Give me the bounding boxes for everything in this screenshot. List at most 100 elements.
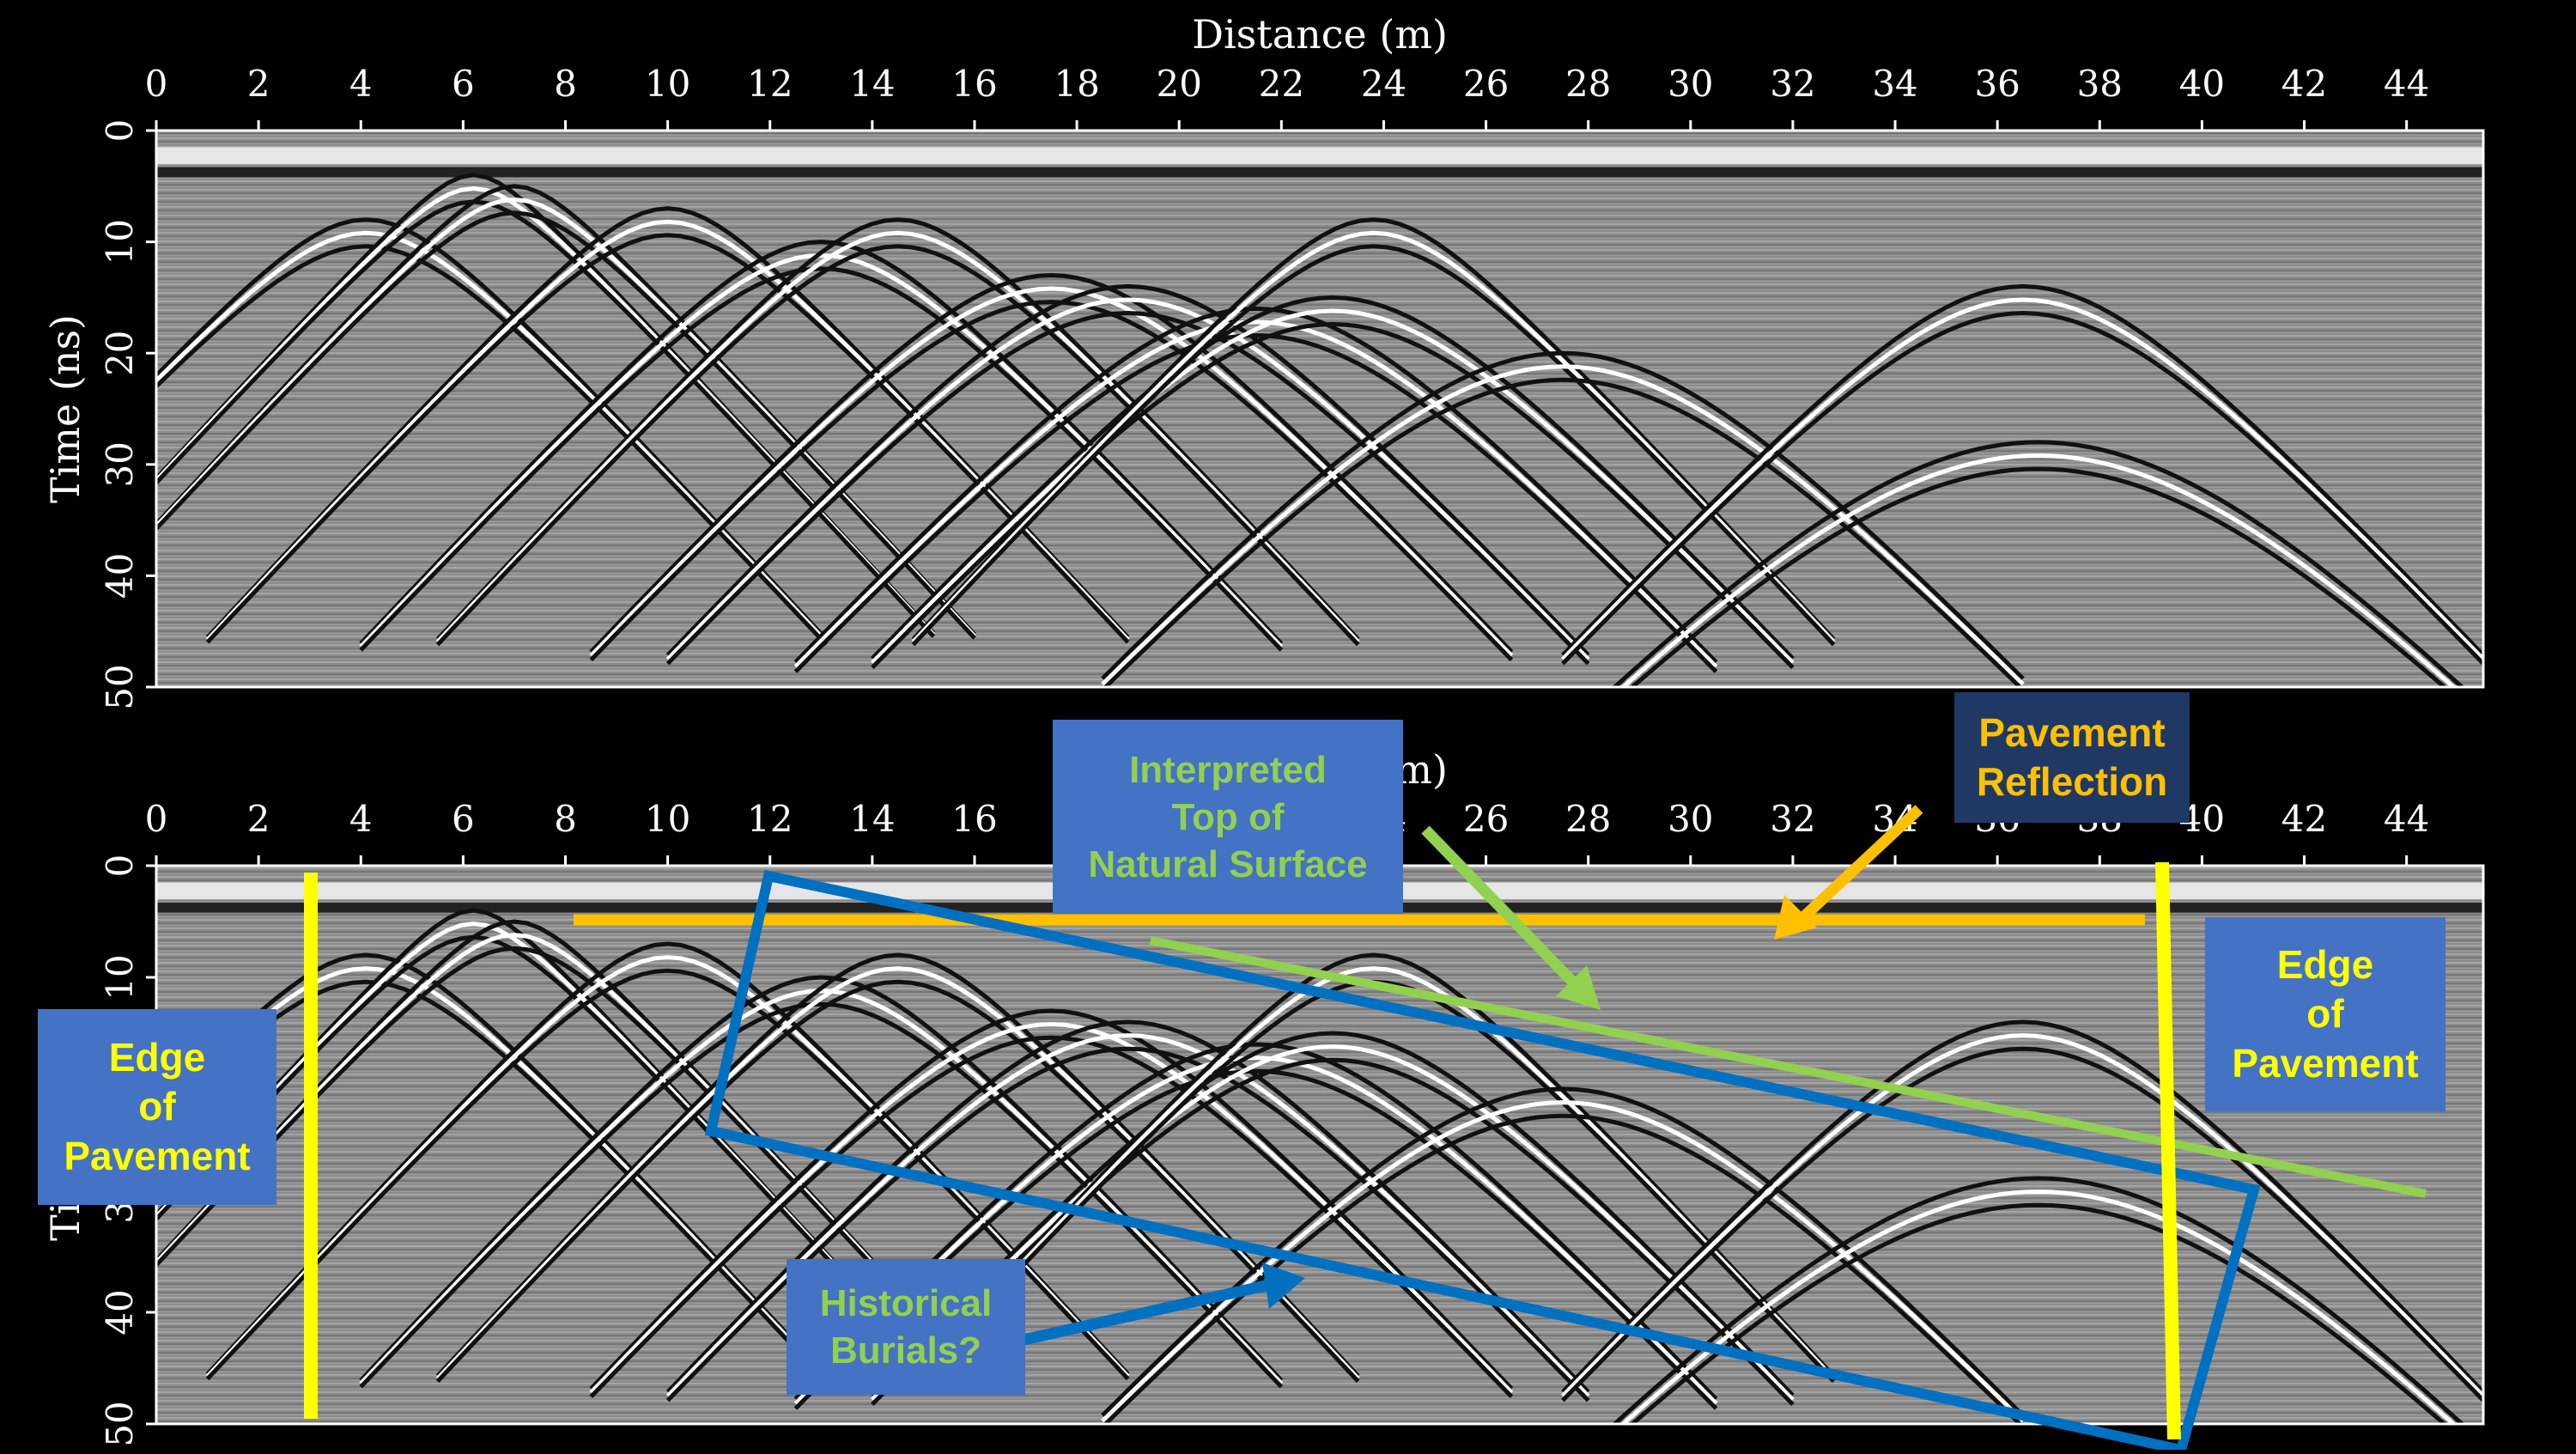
reflection-hyperbola <box>205 941 1130 1376</box>
reflection-hyperbola <box>205 206 1130 639</box>
x-tick-label: 22 <box>1259 63 1304 105</box>
reflection-hyperbola <box>156 952 829 1378</box>
reflection-hyperbola <box>871 1031 1795 1397</box>
x-tick-label: 4 <box>349 63 373 105</box>
x-tick-label: 2 <box>247 798 270 840</box>
edge-left-line2: of <box>138 1084 176 1129</box>
reflection-hyperbola <box>589 1022 1514 1395</box>
edge-of-pavement-line-right <box>2155 861 2181 1440</box>
reflection-hyperbola <box>435 230 1360 644</box>
x-tick-label: 36 <box>1974 63 2020 105</box>
reflection-hyperbola <box>1101 1100 2025 1423</box>
reflection-hyperbola <box>1629 466 2448 687</box>
x-tick-label: 26 <box>1463 63 1509 105</box>
x-tick-label: 26 <box>1463 798 1509 840</box>
reflection-hyperbola <box>665 1046 1590 1402</box>
x-tick-label: 32 <box>1770 63 1815 105</box>
natural-surface-line <box>1150 936 2427 1198</box>
reflection-hyperbola <box>589 1008 1514 1390</box>
reflection-hyperbola <box>359 266 1284 652</box>
reflection-hyperbola <box>156 979 829 1384</box>
reflection-hyperbola <box>205 955 1130 1378</box>
xlabel-raw: Distance (m) <box>1192 11 1448 58</box>
surface-band-dark <box>156 167 2483 178</box>
axes-raw: 0 2 4 6 8 10 12 14 16 18 20 22 24 26 28 30 32 34 36 38 40 42 4… <box>99 63 2485 710</box>
reflection-hyperbola <box>435 952 1360 1378</box>
x-tick-label: 34 <box>1872 63 1917 105</box>
pavement-reflection-line2: Reflection <box>1976 759 2168 804</box>
historical-burials-arrow <box>1022 1262 1305 1346</box>
reflection-hyperbola <box>911 244 1836 647</box>
reflection-hyperbola <box>205 968 1130 1381</box>
reflection-hyperbola <box>1561 1046 2483 1402</box>
reflection-hyperbola <box>435 217 1360 642</box>
x-tick-label: 28 <box>1565 798 1611 840</box>
edge-right-line1: Edge <box>2276 941 2374 987</box>
reflection-hyperbola <box>1611 1176 2466 1424</box>
y-tick-label: 40 <box>99 1289 141 1335</box>
reflection-hyperbola <box>435 966 1360 1380</box>
natural-surface-arrow <box>1421 825 1601 1010</box>
reflection-hyperbola <box>793 1068 1718 1410</box>
reflection-hyperbola <box>793 306 1718 664</box>
burials-line2: Burials? <box>829 1329 982 1372</box>
reflection-hyperbola <box>1611 440 2466 687</box>
y-tick-label: 10 <box>99 219 141 265</box>
reflection-hyperbola <box>911 217 1836 642</box>
x-tick-label: 32 <box>1770 798 1815 840</box>
plot-frame <box>155 129 2485 689</box>
y-tick-label: 50 <box>99 664 141 709</box>
reflection-hyperbola <box>1561 1033 2483 1398</box>
ylabel-raw: Time (ns) <box>42 314 88 503</box>
x-tick-label: 16 <box>951 798 997 840</box>
reflection-hyperbola <box>1102 377 2023 687</box>
x-tick-label: 6 <box>452 63 475 105</box>
pavement-reflection-arrow <box>1774 805 1923 940</box>
reflection-hyperbola <box>793 319 1718 669</box>
natural-surface-line3: Natural Surface <box>1088 843 1368 885</box>
edge-left-line3: Pavement <box>64 1133 251 1178</box>
edge-left-line1: Edge <box>108 1034 206 1080</box>
surface-band <box>156 147 2483 164</box>
x-tick-label: 24 <box>1361 63 1406 105</box>
x-tick-label: 4 <box>349 798 373 840</box>
reflection-hyperbola <box>793 1042 1718 1401</box>
reflection-hyperbola <box>1561 1019 2483 1394</box>
x-tick-label: 0 <box>145 63 168 105</box>
x-tick-label: 30 <box>1668 798 1713 840</box>
reflection-hyperbola <box>1561 310 2483 666</box>
reflection-hyperbola <box>589 300 1514 662</box>
reflection-hyperbola <box>589 286 1514 658</box>
reflection-hyperbola <box>1629 1202 2448 1424</box>
edge-right-line2: of <box>2306 991 2344 1037</box>
reflection-hyperbola <box>665 297 1590 661</box>
reflection-hyperbola <box>1619 1189 2458 1424</box>
x-tick-label: 14 <box>849 798 895 840</box>
edge-right-line3: Pavement <box>2232 1040 2419 1086</box>
reflection-hyperbola <box>1619 453 2458 687</box>
edge-of-pavement-label-left: Edge of Pavement <box>38 1009 276 1205</box>
reflection-hyperbola <box>156 230 829 644</box>
reflection-hyperbola <box>156 966 829 1380</box>
reflection-hyperbola <box>793 1056 1718 1406</box>
reflection-hyperbola <box>871 1044 1795 1402</box>
reflection-hyperbola <box>156 217 829 642</box>
x-tick-label: 38 <box>2077 63 2123 105</box>
reflection-hyperbola <box>435 979 1360 1384</box>
x-tick-label: 2 <box>247 63 270 105</box>
reflection-hyperbola <box>1561 297 2483 661</box>
x-tick-label: 30 <box>1668 63 1713 105</box>
natural-surface-label: Interpreted Top of Natural Surface <box>1053 720 1403 914</box>
x-tick-label: 20 <box>1156 63 1201 105</box>
reflection-hyperbola <box>205 219 1130 642</box>
reflection-hyperbola <box>911 230 1836 644</box>
reflection-hyperbola <box>665 310 1590 666</box>
reflection-hyperbola <box>359 1001 1284 1389</box>
natural-surface-line1: Interpreted <box>1129 748 1327 791</box>
x-tick-label: 14 <box>849 63 895 105</box>
pavement-reflection-label: Pavement Reflection <box>1954 692 2190 823</box>
x-tick-label: 12 <box>747 798 793 840</box>
reflection-hyperbola <box>589 1035 1514 1399</box>
